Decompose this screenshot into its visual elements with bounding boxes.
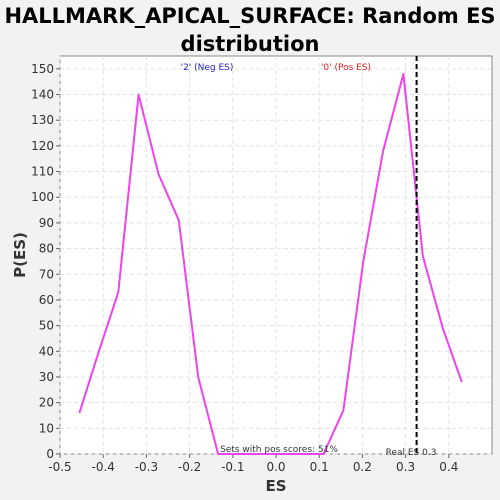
y-tick-label: 100 [31,190,54,204]
axes: -0.5 -0.4 -0.3 -0.2 -0.1 0.0 0.1 0.2 0.3 0.4 0 10 20… [31,62,458,474]
pos-es-label: '0' (Pos ES) [321,63,371,73]
sets-pos-scores-text: Sets with pos scores: 51% [220,445,338,455]
x-tick-label: 0.4 [439,460,458,474]
y-tick-label: 40 [39,344,54,358]
neg-es-label: '2' (Neg ES) [181,63,234,73]
y-tick-label: 70 [39,267,54,281]
y-tick-label: 120 [31,139,54,153]
x-tick-label: -0.5 [48,460,71,474]
annotations: '2' (Neg ES) '0' (Pos ES) Sets with pos sc… [181,56,437,458]
y-tick-label: 140 [31,88,54,102]
grid [59,56,492,455]
y-tick-label: 20 [39,396,54,410]
x-tick-label: -0.1 [221,460,244,474]
y-tick-label: 0 [46,447,54,461]
x-axis-label: ES [265,477,286,495]
y-tick-label: 130 [31,113,54,127]
series-group [78,73,463,455]
x-tick-label: 0.3 [396,460,415,474]
y-axis-label: P(ES) [11,232,29,278]
y-tick-label: 50 [39,319,54,333]
y-tick-label: 110 [31,165,54,179]
x-tick-label: 0.0 [266,460,285,474]
y-tick-label: 30 [39,370,54,384]
real-es-text: Real ES 0.3 [386,448,437,458]
y-tick-label: 80 [39,242,54,256]
y-tick-label: 90 [39,216,54,230]
series-line [78,73,463,455]
x-tick-label: 0.2 [353,460,372,474]
x-tick-label: -0.4 [91,460,114,474]
y-tick-label: 150 [31,62,54,76]
x-tick-label: -0.3 [135,460,158,474]
x-tick-label: -0.2 [178,460,201,474]
y-tick-label: 10 [39,421,54,435]
y-tick-label: 60 [39,293,54,307]
chart-title: HALLMARK_APICAL_SURFACE: Random ES distr… [4,4,496,56]
x-tick-label: 0.1 [310,460,329,474]
